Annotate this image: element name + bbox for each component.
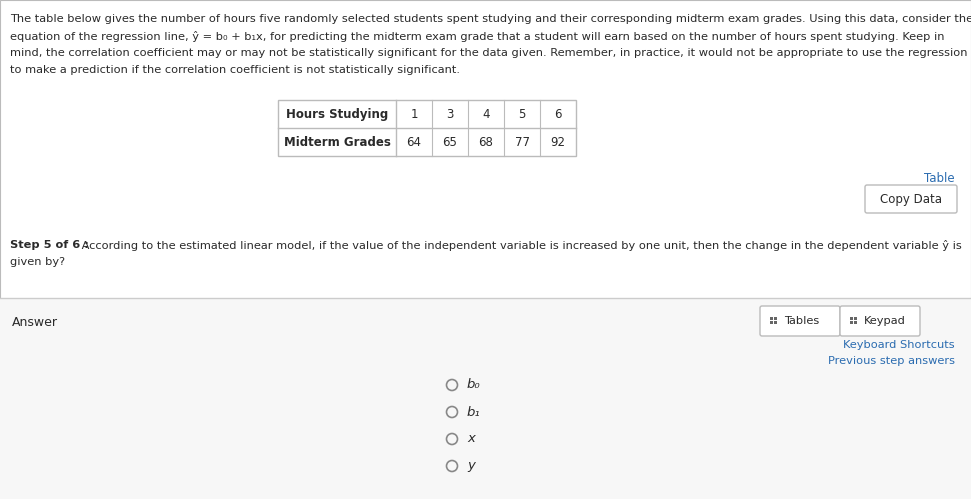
Text: 65: 65 [443, 136, 457, 149]
Text: 5: 5 [519, 107, 525, 120]
Text: Table: Table [924, 172, 955, 185]
Text: equation of the regression line, ŷ = b₀ + b₁x, for predicting the midterm exam g: equation of the regression line, ŷ = b₀ … [10, 31, 945, 42]
Bar [854, 321, 857, 324]
Text: 1: 1 [411, 107, 418, 120]
Text: 77: 77 [515, 136, 529, 149]
Bar [774, 321, 777, 324]
Text: Keyboard Shortcuts: Keyboard Shortcuts [844, 340, 955, 350]
Text: b₀: b₀ [467, 379, 481, 392]
Bar [0, 0, 971, 300]
Text: y: y [467, 460, 475, 473]
Bar [770, 317, 773, 320]
Text: According to the estimated linear model, if the value of the independent variabl: According to the estimated linear model,… [78, 240, 961, 251]
Bar [0, 298, 971, 499]
Bar [854, 317, 857, 320]
Bar [850, 321, 853, 324]
Text: to make a prediction if the correlation coefficient is not statistically signifi: to make a prediction if the correlation … [10, 65, 460, 75]
Text: Midterm Grades: Midterm Grades [284, 136, 390, 149]
Text: Previous step answers: Previous step answers [828, 356, 955, 366]
Text: 6: 6 [554, 107, 562, 120]
FancyBboxPatch shape [760, 306, 840, 336]
FancyBboxPatch shape [865, 185, 957, 213]
Bar [774, 317, 777, 320]
Text: Keypad: Keypad [864, 316, 906, 326]
Text: x: x [467, 433, 475, 446]
Text: 68: 68 [479, 136, 493, 149]
Text: The table below gives the number of hours five randomly selected students spent : The table below gives the number of hour… [10, 14, 971, 24]
Text: Hours Studying: Hours Studying [285, 107, 388, 120]
Text: Step 5 of 6 :: Step 5 of 6 : [10, 240, 89, 250]
Bar [770, 321, 773, 324]
Text: b₁: b₁ [467, 406, 481, 419]
Bar [850, 317, 853, 320]
Text: 4: 4 [483, 107, 489, 120]
Text: 92: 92 [551, 136, 565, 149]
Text: mind, the correlation coefficient may or may not be statistically significant fo: mind, the correlation coefficient may or… [10, 48, 971, 58]
Text: 64: 64 [407, 136, 421, 149]
FancyBboxPatch shape [840, 306, 920, 336]
Bar [278, 100, 576, 156]
Text: 3: 3 [447, 107, 453, 120]
Text: Answer: Answer [12, 316, 58, 329]
Text: given by?: given by? [10, 257, 65, 267]
Text: Tables: Tables [784, 316, 820, 326]
Text: Copy Data: Copy Data [880, 193, 942, 206]
